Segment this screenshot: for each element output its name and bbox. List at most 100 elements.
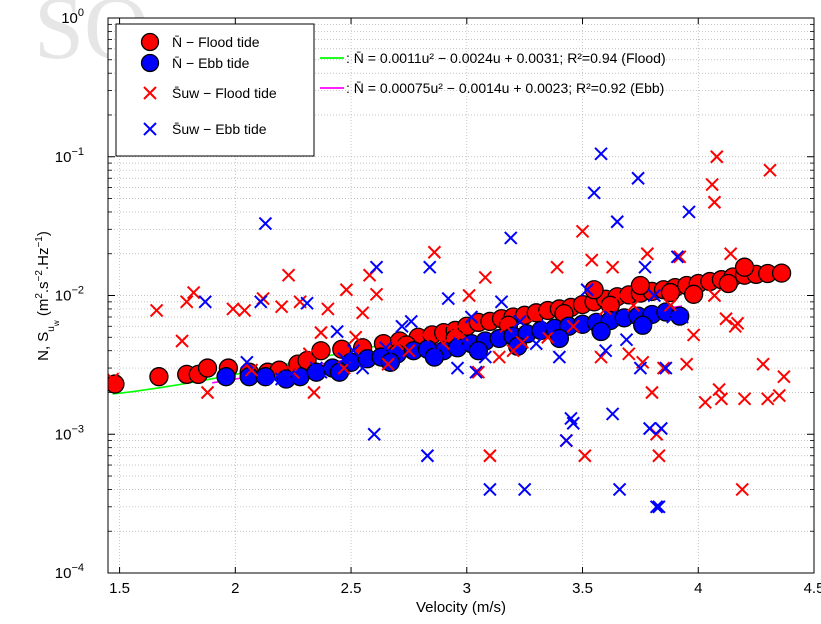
flood-s-point: [737, 392, 752, 406]
cross-stroke: [594, 147, 608, 161]
ebb-s-point: [395, 319, 409, 333]
ebb-s-point: [330, 324, 344, 339]
cross-stroke: [186, 285, 201, 300]
flood-s-point: [707, 195, 722, 209]
ebb-s-point: [494, 295, 509, 309]
cross-stroke: [143, 86, 157, 100]
cross-stroke: [585, 253, 599, 267]
flood-s-point: [598, 302, 613, 316]
cross-stroke: [645, 385, 659, 400]
cross-stroke: [367, 427, 381, 441]
ebb-s-point: [281, 369, 296, 384]
flood-s-point: [175, 334, 189, 348]
cross-stroke: [654, 421, 668, 436]
cross-stroke: [682, 205, 696, 219]
cross-stroke: [714, 392, 729, 406]
cross-stroke: [423, 260, 437, 274]
ebb-n-point: [255, 367, 276, 387]
flood-s-point: [663, 298, 678, 313]
flood-s-point: [483, 449, 497, 463]
cross-stroke: [314, 365, 328, 379]
flood-s-point: [471, 365, 486, 379]
cross-stroke: [198, 295, 212, 309]
data-points: [108, 147, 792, 514]
flood-s-point: [652, 449, 666, 463]
legend-label-flood_s: S̄uw − Flood tide: [172, 85, 277, 101]
cross-stroke: [594, 350, 608, 364]
ebb-s-point: [566, 416, 580, 430]
flood-s-point: [427, 245, 442, 259]
axis-ticks: 1.5 2 2.5 3 3.5 4 4.5 10−4 10−3 10−2 10−1 100: [55, 7, 821, 597]
cross-stroke: [652, 500, 666, 514]
ebb-s-point: [659, 361, 673, 375]
y-tick-label: 10−1: [55, 146, 84, 166]
ebb-s-point: [483, 482, 497, 497]
cross-stroke: [404, 314, 418, 329]
cross-stroke: [638, 260, 652, 274]
flood-s-point: [446, 324, 460, 339]
cross-stroke: [631, 171, 645, 185]
cross-stroke: [429, 344, 444, 358]
flood-s-point: [381, 357, 395, 371]
ebb-s-point: [513, 314, 527, 329]
ebb-s-point: [619, 333, 634, 347]
flood-n-point: [734, 257, 755, 277]
plot-frame: [107, 17, 815, 574]
flood-s-point: [506, 344, 520, 358]
cross-stroke: [686, 328, 701, 342]
cross-stroke: [420, 449, 435, 463]
cross-stroke: [772, 388, 786, 403]
ebb-s-point: [504, 231, 518, 245]
ebb-s-point: [541, 319, 555, 333]
ebb-s-point: [429, 344, 444, 358]
cross-stroke: [369, 287, 384, 302]
cross-stroke: [517, 482, 532, 497]
y-axis-label: N, Suw (m2.s−2.Hz−1): [34, 231, 61, 361]
cross-stroke: [710, 150, 724, 164]
cross-stroke: [281, 268, 296, 282]
flood-s-point: [566, 319, 580, 333]
x-tick-label: 3.5: [572, 580, 593, 597]
flood-s-point: [622, 347, 636, 361]
cross-stroke: [330, 324, 344, 339]
cross-stroke: [541, 319, 555, 333]
cross-stroke: [379, 341, 393, 355]
flood-s-point: [541, 330, 555, 344]
flood-s-point: [612, 288, 627, 303]
cross-stroke: [200, 385, 215, 400]
flood-s-point: [499, 319, 513, 333]
ebb-s-point: [642, 421, 657, 436]
flood-s-point: [763, 163, 777, 177]
flood-s-point: [186, 285, 201, 300]
cross-stroke: [469, 365, 483, 379]
cross-stroke: [478, 350, 493, 364]
ebb-s-point: [314, 365, 328, 379]
flood-s-point: [760, 392, 775, 406]
legend-marker-ebb_n: [140, 53, 160, 73]
cross-stroke: [143, 122, 157, 136]
cross-stroke: [175, 334, 189, 348]
flood-s-point: [605, 260, 620, 274]
cross-stroke: [612, 482, 627, 497]
cross-stroke: [529, 308, 543, 323]
ebb-s-point: [580, 283, 594, 297]
cross-stroke: [642, 421, 657, 436]
cross-stroke: [652, 449, 666, 463]
cross-stroke: [626, 298, 641, 313]
cross-stroke: [566, 319, 580, 333]
flood-s-point: [416, 328, 430, 342]
cross-stroke: [663, 298, 678, 313]
flood-s-point: [200, 385, 215, 400]
ebb-s-point: [423, 260, 437, 274]
flood-s-point: [679, 357, 694, 371]
ebb-n-point: [591, 321, 611, 342]
ebb-n-point: [306, 362, 326, 382]
cross-stroke: [622, 347, 636, 361]
cross-stroke: [564, 411, 578, 426]
ebb-s-point: [633, 361, 648, 375]
flood-s-point: [585, 253, 599, 267]
ebb-s-point: [552, 350, 567, 364]
flood-s-point: [244, 363, 259, 377]
x-tick-label: 1.5: [109, 580, 130, 597]
cross-stroke: [240, 355, 254, 370]
